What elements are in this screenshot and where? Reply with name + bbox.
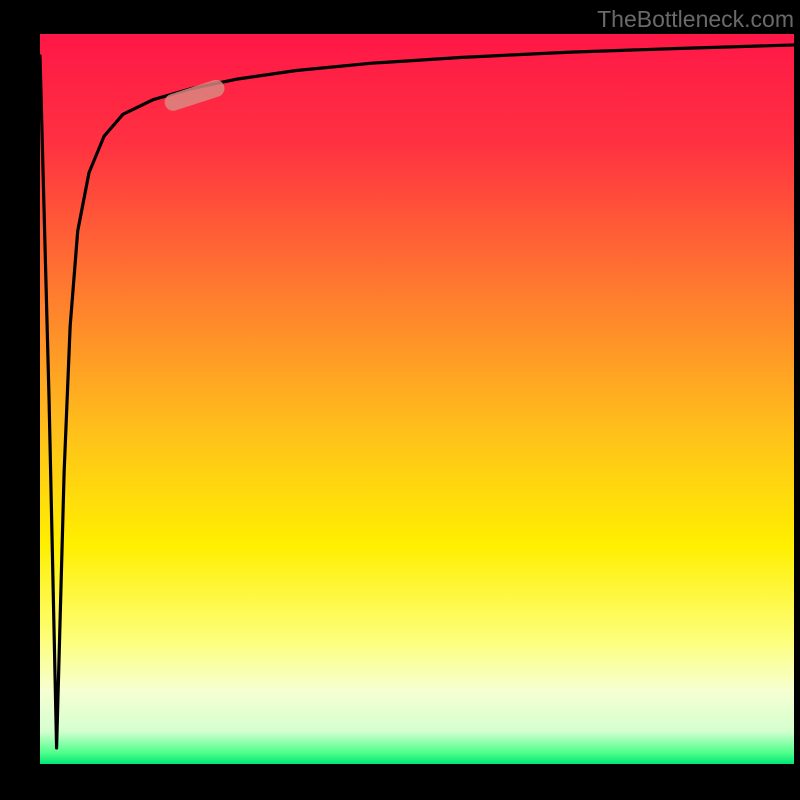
chart-svg	[0, 0, 800, 800]
chart-frame: TheBottleneck.com	[0, 0, 800, 800]
plot-gradient-area	[40, 34, 794, 764]
watermark-text: TheBottleneck.com	[597, 6, 794, 33]
